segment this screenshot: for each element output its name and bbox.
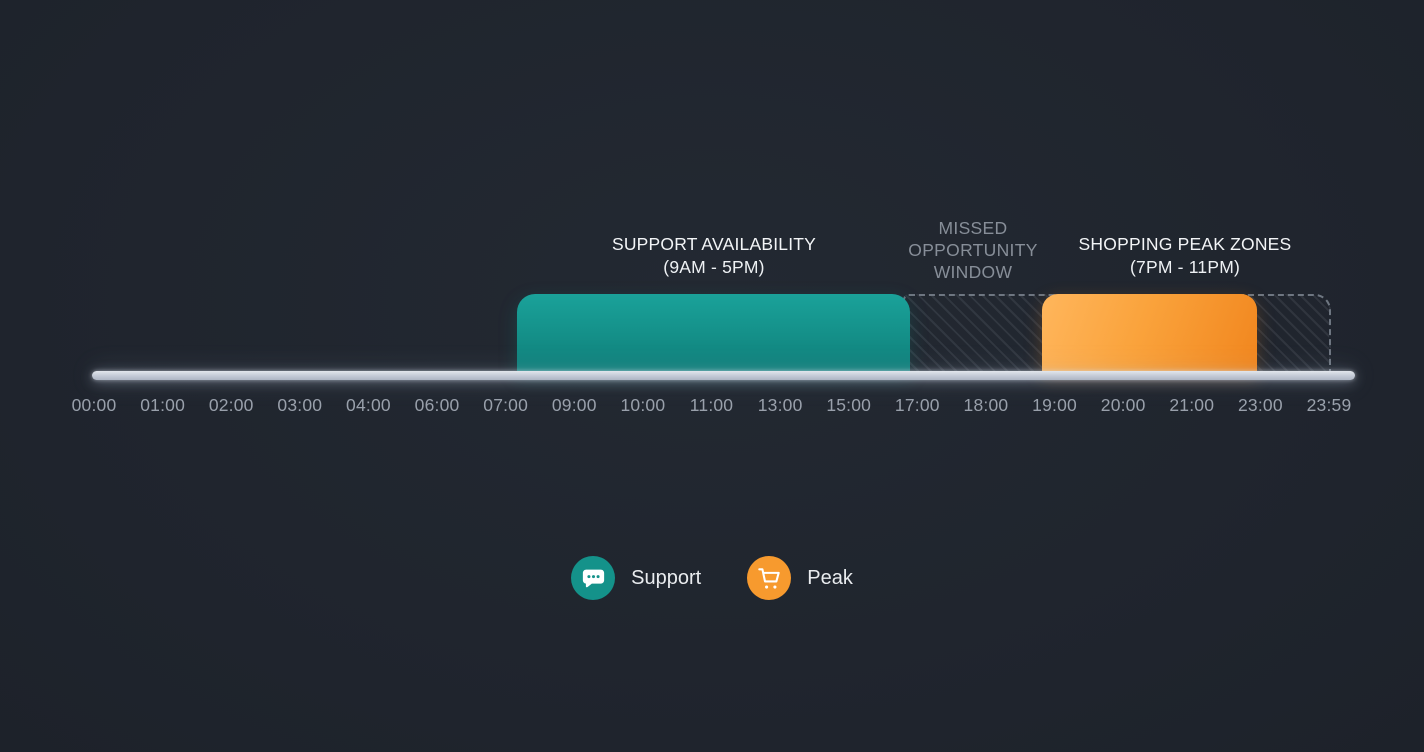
tick-label: 11:00 (689, 395, 734, 415)
tick-label: 18:00 (963, 395, 1009, 415)
tick-label: 17:00 (894, 395, 940, 415)
tick-label: 21:00 (1169, 395, 1215, 415)
tick-label: 07:00 (483, 395, 529, 415)
support-zone-title: SUPPORT AVAILABILITY (611, 234, 817, 254)
peak-zone-label: SHOPPING PEAK ZONES (7PM - 11PM) (1079, 233, 1292, 279)
tick-label: 23:00 (1237, 395, 1283, 415)
legend: Support Peak (0, 556, 1424, 600)
support-availability-zone (517, 294, 910, 372)
tick-label: 04:00 (346, 395, 391, 415)
chat-bubble-icon (571, 556, 616, 600)
time-axis-ticks: 00:00 01:00 02:00 03:00 04:00 06:00 07:0… (72, 395, 1352, 419)
missed-opportunity-label: MISSED OPPORTUNITY WINDOW (908, 218, 1038, 282)
support-zone-label: SUPPORT AVAILABILITY (9AM - 5PM) (612, 233, 816, 279)
legend-label-peak: Peak (807, 566, 853, 589)
tick-label: 20:00 (1100, 395, 1146, 415)
legend-label-support: Support (631, 566, 702, 589)
tick-label: 03:00 (277, 395, 323, 415)
tick-label: 00:00 (71, 395, 117, 415)
tick-label: 02:00 (208, 395, 254, 415)
tick-label: 10:00 (620, 395, 666, 415)
tick-label: 09:00 (551, 395, 597, 415)
tick-label: 13:00 (757, 395, 803, 415)
legend-item-support: Support (571, 556, 701, 600)
peak-zone-title: SHOPPING PEAK ZONES (1078, 234, 1292, 254)
tick-label: 15:00 (826, 395, 872, 415)
tick-label: 19:00 (1032, 395, 1077, 415)
timeline-axis-bar (92, 371, 1355, 380)
tick-label: 06:00 (414, 395, 460, 415)
legend-item-peak: Peak (747, 556, 853, 600)
shopping-cart-icon (747, 556, 792, 600)
peak-zone-hours: (7PM - 11PM) (1129, 257, 1241, 277)
tick-label: 23:59 (1306, 395, 1352, 415)
support-zone-hours: (9AM - 5PM) (663, 257, 765, 277)
shopping-peak-zone (1042, 294, 1257, 372)
tick-label: 01:00 (140, 395, 186, 415)
